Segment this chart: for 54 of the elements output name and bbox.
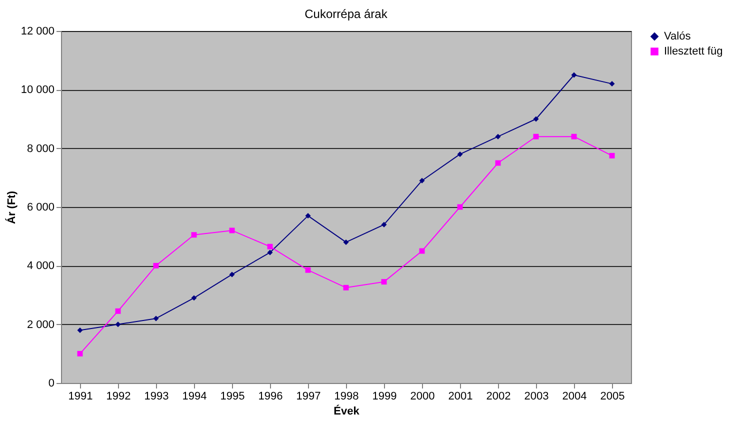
y-tick-label: 6 000 (26, 202, 54, 214)
x-tick-label: 1993 (144, 390, 169, 402)
point (609, 152, 615, 158)
point (77, 350, 83, 356)
y-tick-label: 10 000 (20, 84, 54, 96)
point (609, 81, 615, 87)
y-tick-label: 8 000 (26, 142, 54, 155)
x-tick-label: 1991 (68, 390, 93, 402)
x-tick-label: 2001 (448, 390, 473, 402)
point (153, 316, 159, 322)
y-tick-label: 2 000 (26, 318, 54, 331)
x-tick-label: 1994 (182, 390, 207, 402)
point (495, 134, 501, 140)
x-tick-label: 1996 (258, 390, 283, 402)
x-axis-title: Évek (334, 404, 360, 418)
y-tick-label: 0 (48, 378, 54, 390)
y-tick-label: 12 000 (20, 26, 54, 38)
point (533, 134, 539, 140)
point (419, 178, 425, 184)
point (229, 228, 235, 234)
point (115, 308, 121, 314)
x-tick-label: 1997 (296, 390, 321, 402)
point (191, 232, 197, 238)
chart-title: Cukorrépa árak (304, 7, 388, 21)
x-tick-label: 1995 (220, 390, 245, 402)
x-tick-label: 2004 (562, 390, 587, 402)
point (191, 295, 197, 301)
point (229, 272, 235, 278)
point (571, 72, 577, 78)
x-tick-label: 2005 (600, 390, 625, 402)
point (343, 284, 349, 290)
legend-label: Valós (664, 30, 692, 42)
point (305, 213, 311, 219)
point (115, 322, 121, 328)
point (533, 116, 539, 122)
x-tick-label: 1998 (334, 390, 359, 402)
y-axis-title: Ár (Ft) (4, 190, 18, 224)
point (381, 222, 387, 228)
point (267, 250, 273, 256)
point (381, 279, 387, 285)
legend-label: Illesztett füg (664, 46, 723, 58)
x-tick-label: 2003 (524, 390, 549, 402)
point (343, 239, 349, 245)
point (77, 327, 83, 333)
point (267, 244, 273, 250)
point (457, 151, 463, 157)
x-tick-label: 2000 (410, 390, 435, 402)
point (571, 134, 577, 140)
point (153, 262, 159, 268)
x-tick-label: 2002 (486, 390, 511, 402)
x-tick-label: 1992 (106, 390, 131, 402)
point (305, 267, 311, 273)
y-tick-label: 4 000 (26, 260, 54, 272)
x-tick-label: 1999 (372, 390, 397, 402)
